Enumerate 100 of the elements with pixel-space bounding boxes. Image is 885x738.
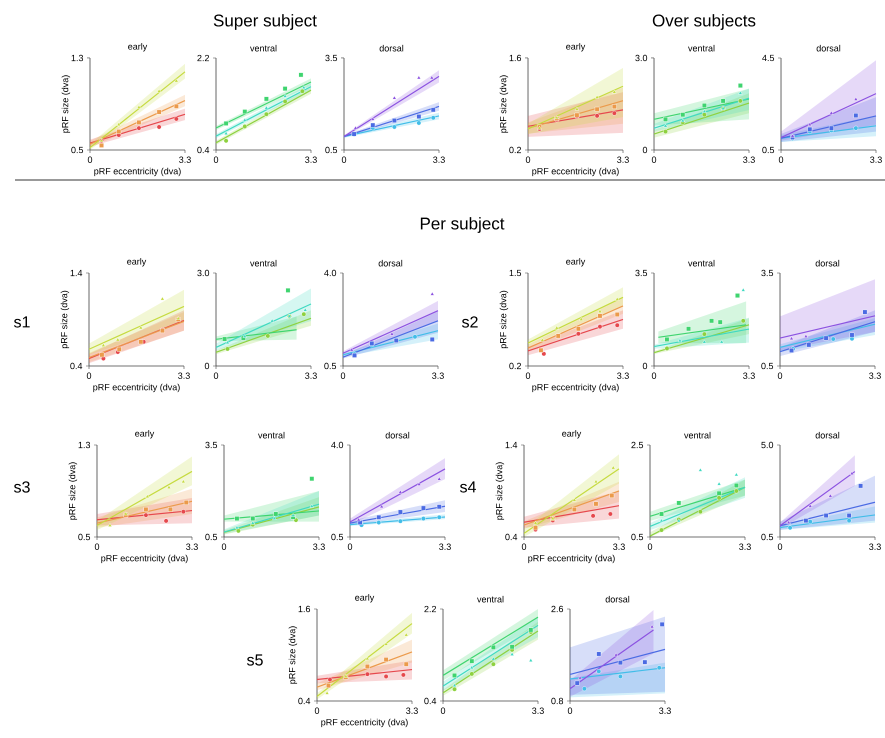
y-tick-label: 4.0 (331, 442, 344, 448)
text: s5 (246, 654, 263, 666)
chart-title: dorsal (378, 260, 402, 266)
y-tick-label: 0 (204, 362, 210, 370)
chart-title: dorsal (816, 432, 840, 438)
x-tick-label: 3.3 (617, 156, 629, 163)
y-axis-title: pRF size (dva) (500, 290, 508, 348)
y-tick-label: 1.5 (510, 270, 522, 276)
y-tick-label: 0.4 (70, 362, 82, 370)
x-tick-label: 0 (568, 708, 572, 714)
x-tick-label: 3.3 (870, 156, 882, 163)
x-tick-label: 3.3 (743, 156, 755, 163)
y-tick-label: 0.5 (761, 362, 774, 370)
y-tick-label: 0.2 (509, 146, 522, 154)
x-tick-label: 0 (526, 156, 530, 163)
text: s4 (460, 481, 476, 493)
text: s1 (14, 316, 30, 328)
x-tick-label: 0 (314, 708, 320, 714)
x-tick-label: 0 (778, 156, 784, 163)
x-tick-label: 3.3 (313, 544, 325, 550)
text: Super subject (214, 14, 317, 30)
text: s3 (14, 481, 30, 493)
y-tick-label: 0.5 (325, 146, 338, 154)
y-tick-label: 3.5 (205, 442, 218, 448)
chart-title: early (566, 258, 586, 266)
y-tick-label: 3.0 (635, 54, 648, 62)
x-tick-label: 3.3 (439, 544, 451, 550)
y-tick-label: 3.0 (197, 270, 210, 276)
x-tick-label: 3.3 (869, 544, 881, 550)
y-axis-title: pRF size (dva) (60, 290, 70, 348)
y-tick-label: 0.5 (205, 534, 218, 540)
chart-title: ventral (684, 432, 710, 438)
y-tick-label: 0.5 (631, 534, 644, 540)
x-axis-title: pRF eccentricity (dva) (94, 168, 181, 176)
x-tick-label: 3.3 (179, 156, 191, 163)
x-tick-label: 3.3 (432, 372, 444, 379)
y-tick-label: 5.0 (761, 442, 774, 448)
y-tick-label: 0 (642, 362, 648, 370)
y-tick-label: 4.0 (324, 270, 336, 276)
y-tick-label: 1.4 (70, 270, 82, 276)
y-tick-label: 1.4 (506, 442, 518, 448)
x-tick-label: 3.3 (739, 544, 751, 550)
chart-title: early (355, 594, 374, 602)
chart-title: early (127, 258, 146, 266)
y-tick-label: 1.3 (78, 442, 90, 448)
y-tick-label: 2.2 (197, 54, 210, 62)
y-tick-label: 3.5 (325, 54, 338, 62)
x-tick-label: 0 (222, 544, 226, 550)
y-tick-label: 0.5 (78, 534, 90, 540)
y-tick-label: 3.5 (761, 270, 774, 276)
chart-title: ventral (477, 596, 504, 602)
chart-title: ventral (258, 432, 284, 438)
x-axis-title: pRF eccentricity (dva) (101, 554, 188, 564)
text: s2 (462, 316, 478, 328)
y-tick-label: 2.2 (424, 606, 436, 612)
y-tick-label: 1.6 (298, 606, 310, 612)
y-tick-label: 0.4 (298, 698, 310, 704)
x-tick-label: 3.3 (617, 372, 629, 379)
x-tick-label: 3.3 (406, 708, 418, 714)
chart-title: ventral (250, 44, 276, 52)
y-tick-label: 0.5 (761, 534, 774, 540)
chart-title: ventral (250, 260, 276, 266)
chart-title: ventral (688, 260, 714, 266)
chart-title: ventral (688, 44, 714, 52)
y-tick-label: 2.5 (631, 442, 644, 448)
x-axis-title: pRF eccentricity (dva) (321, 718, 408, 728)
y-tick-label: 2.6 (551, 606, 564, 612)
x-tick-label: 0 (522, 544, 526, 550)
chart-title: early (562, 430, 582, 438)
y-tick-label: 3.5 (635, 270, 648, 276)
x-tick-label: 0 (778, 544, 782, 550)
x-axis-title: pRF eccentricity (dva) (528, 554, 615, 564)
x-tick-label: 3.3 (433, 156, 445, 163)
y-tick-label: 0.5 (71, 146, 84, 154)
y-tick-label: 4.5 (762, 54, 774, 62)
y-tick-label: 0.4 (424, 698, 436, 704)
chart-title: dorsal (606, 596, 630, 602)
y-axis-title: pRF size (dva) (62, 75, 70, 133)
x-tick-label: 0 (94, 544, 100, 550)
x-tick-label: 3.3 (613, 544, 625, 550)
y-axis-title: pRF size (dva) (496, 462, 504, 520)
x-tick-label: 3.3 (659, 708, 671, 714)
y-axis-title: pRF size (dva) (288, 626, 298, 684)
x-tick-label: 3.3 (869, 372, 881, 379)
x-axis-title: pRF eccentricity (dva) (93, 384, 180, 392)
x-tick-label: 3.3 (178, 372, 190, 379)
y-tick-label: 0.4 (505, 534, 518, 540)
x-tick-label: 3.3 (532, 708, 544, 714)
chart-title: early (135, 430, 154, 438)
x-tick-label: 0 (778, 372, 782, 379)
y-tick-label: 0.5 (762, 146, 774, 154)
y-tick-label: 0.5 (331, 534, 344, 540)
y-axis-title: pRF size (dva) (68, 462, 78, 520)
y-tick-label: 0.5 (324, 362, 336, 370)
y-tick-label: 1.6 (510, 54, 522, 62)
x-tick-label: 0 (440, 708, 446, 714)
chart-title: early (566, 43, 586, 52)
x-tick-label: 0 (648, 544, 652, 550)
chart-title: early (128, 43, 148, 52)
x-axis-title: pRF eccentricity (dva) (532, 168, 619, 176)
